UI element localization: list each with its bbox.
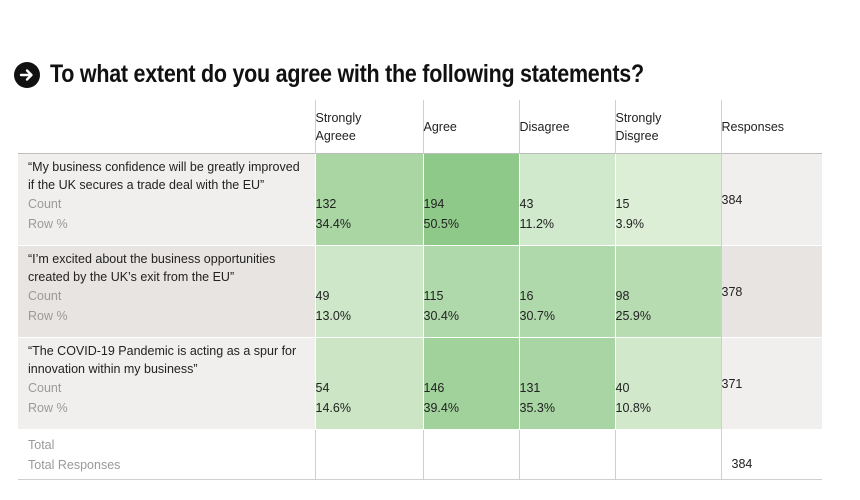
cell-values: 131 35.3% [520,378,615,418]
count-value: 15 [615,196,630,211]
row-pct-value: 50.5% [423,216,459,231]
row-pct-value: 30.7% [519,308,555,323]
row-pct-label: Row % [28,401,68,415]
col-header-line2: Disgree [615,128,659,143]
col-header-line2: Disagree [519,119,570,134]
row-pct-label: Row % [28,309,68,323]
count-label: Count [28,197,62,211]
col-header-disagree: Disagree [518,100,615,154]
heat-cell: 16 30.7% [518,245,615,338]
col-header-agree: Agree [422,100,519,154]
row-pct-value: 3.9% [615,216,645,231]
count-value: 98 [615,288,630,303]
row-pct-value: 14.6% [315,400,351,415]
row-pct-value: 30.4% [423,308,459,323]
col-header-line2: Agreee [315,128,356,143]
table-header-row: Strongly Agreee Agree Disagree Strongly … [18,100,822,154]
col-header-strongly-agree: Strongly Agreee [314,100,423,154]
heat-cell: 131 35.3% [518,337,615,430]
count-value: 115 [423,288,444,303]
cell-values: 54 14.6% [316,378,423,418]
statement-cell: “My business confidence will be greatly … [18,153,315,246]
table-row: “My business confidence will be greatly … [18,153,822,246]
col-header-responses: Responses [720,100,822,154]
cell-values: 115 30.4% [424,286,519,326]
arrow-right-circle-icon [14,61,40,88]
statement-text: “The COVID-19 Pandemic is acting as a sp… [28,344,297,376]
total-cell [422,429,519,480]
heat-cell: 98 25.9% [614,245,721,338]
table-row: “I’m excited about the business opportun… [18,245,822,338]
statement-cell: “The COVID-19 Pandemic is acting as a sp… [18,337,315,430]
count-value: 194 [423,196,445,211]
total-cell [518,429,615,480]
survey-table: Strongly Agreee Agree Disagree Strongly … [18,100,822,480]
heat-cell: 115 30.4% [422,245,519,338]
count-value: 40 [615,380,630,395]
row-pct-value: 10.8% [615,400,651,415]
row-pct-value: 34.4% [315,216,351,231]
col-header-strongly-disagree: Strongly Disgree [614,100,721,154]
heat-cell: 54 14.6% [314,337,423,430]
cell-values: 194 50.5% [424,194,519,234]
heat-cell: 146 39.4% [422,337,519,430]
row-pct-value: 35.3% [519,400,555,415]
row-pct-value: 13.0% [315,308,351,323]
statement-text: “My business confidence will be greatly … [28,160,300,192]
count-value: 54 [315,380,330,395]
responses-value: 378 [720,245,822,338]
responses-value: 371 [720,337,822,430]
heat-cell: 49 13.0% [314,245,423,338]
heat-cell: 40 10.8% [614,337,721,430]
total-label: Total [28,437,55,452]
count-value: 49 [315,288,330,303]
cell-values: 49 13.0% [316,286,423,326]
row-pct-value: 39.4% [423,400,459,415]
cell-values: 146 39.4% [424,378,519,418]
row-pct-label: Row % [28,217,68,231]
total-row: Total Total Responses 384 [18,429,822,480]
col-header-line1: Strongly [615,110,662,125]
table-row: “The COVID-19 Pandemic is acting as a sp… [18,337,822,430]
responses-value: 384 [720,153,822,246]
total-cell [614,429,721,480]
cell-values: 98 25.9% [616,286,721,326]
col-header-line1: Strongly [315,110,362,125]
count-value: 132 [315,196,337,211]
heat-cell: 194 50.5% [422,153,519,246]
count-value: 146 [423,380,445,395]
count-label: Count [28,381,62,395]
total-label-cell: Total Total Responses [18,429,315,480]
total-cell [314,429,423,480]
cell-values: 132 34.4% [316,194,423,234]
heat-cell: 15 3.9% [614,153,721,246]
chart-title: To what extent do you agree with the fol… [14,60,741,89]
count-value: 43 [519,196,534,211]
cell-values: 40 10.8% [616,378,721,418]
heat-cell: 132 34.4% [314,153,423,246]
page-title: To what extent do you agree with the fol… [50,60,644,88]
statement-cell: “I’m excited about the business opportun… [18,245,315,338]
row-pct-value: 11.2% [519,216,555,231]
statement-text: “I’m excited about the business opportun… [28,252,276,284]
count-value: 131 [519,380,541,395]
cell-values: 15 3.9% [616,194,721,234]
cell-values: 16 30.7% [520,286,615,326]
count-label: Count [28,289,62,303]
cell-values: 43 11.2% [520,194,615,234]
heat-cell: 43 11.2% [518,153,615,246]
col-header-line2: Agree [423,119,457,134]
total-responses-value: 384 [720,429,822,480]
total-responses-label: Total Responses [28,457,121,472]
row-pct-value: 25.9% [615,308,651,323]
count-value: 16 [519,288,534,303]
header-blank [18,100,315,154]
